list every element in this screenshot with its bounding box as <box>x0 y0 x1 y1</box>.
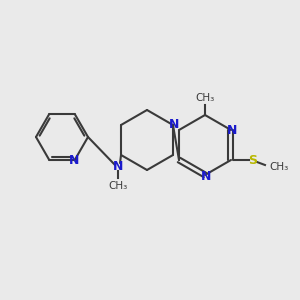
Text: N: N <box>113 160 123 173</box>
Text: N: N <box>227 124 237 136</box>
Text: N: N <box>201 169 211 182</box>
Text: CH₃: CH₃ <box>269 162 288 172</box>
Text: CH₃: CH₃ <box>108 181 128 191</box>
Text: CH₃: CH₃ <box>195 93 214 103</box>
Text: N: N <box>69 154 79 167</box>
Text: S: S <box>248 154 257 166</box>
Text: N: N <box>169 118 179 130</box>
